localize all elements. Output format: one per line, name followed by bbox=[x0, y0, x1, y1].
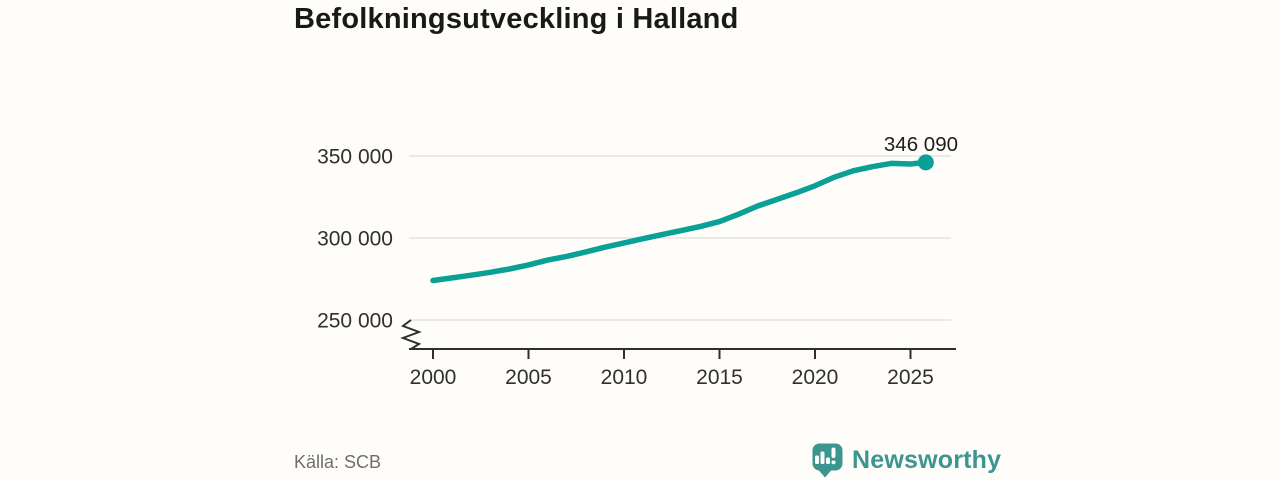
x-tick-label: 2005 bbox=[505, 366, 552, 389]
x-tick-label: 2020 bbox=[792, 366, 839, 389]
x-axis-group: 2000 2005 2010 2015 2020 2025 bbox=[410, 349, 934, 389]
x-tick-label: 2025 bbox=[887, 366, 934, 389]
page-title: Befolkningsutveckling i Halland bbox=[294, 3, 739, 35]
x-tick-label: 2010 bbox=[601, 366, 648, 389]
axis-break-zigzag-icon bbox=[400, 319, 422, 350]
newsworthy-logo: Newsworthy bbox=[812, 442, 1001, 478]
y-tick-label: 350 000 bbox=[317, 146, 393, 169]
end-value-label: 346 090 bbox=[884, 133, 958, 156]
brand-name: Newsworthy bbox=[852, 445, 1002, 474]
newsworthy-logo-icon bbox=[812, 443, 843, 477]
y-axis-labels-group: 350 000 300 000 250 000 bbox=[317, 146, 393, 333]
source-label: Källa: SCB bbox=[294, 452, 382, 472]
x-tick-label: 2000 bbox=[410, 366, 457, 389]
x-tick-label: 2015 bbox=[696, 366, 743, 389]
population-line bbox=[430, 159, 929, 284]
y-tick-label: 250 000 bbox=[317, 310, 393, 333]
y-tick-label: 300 000 bbox=[317, 228, 393, 251]
gridlines-group bbox=[409, 155, 951, 321]
end-point-dot bbox=[917, 154, 934, 171]
